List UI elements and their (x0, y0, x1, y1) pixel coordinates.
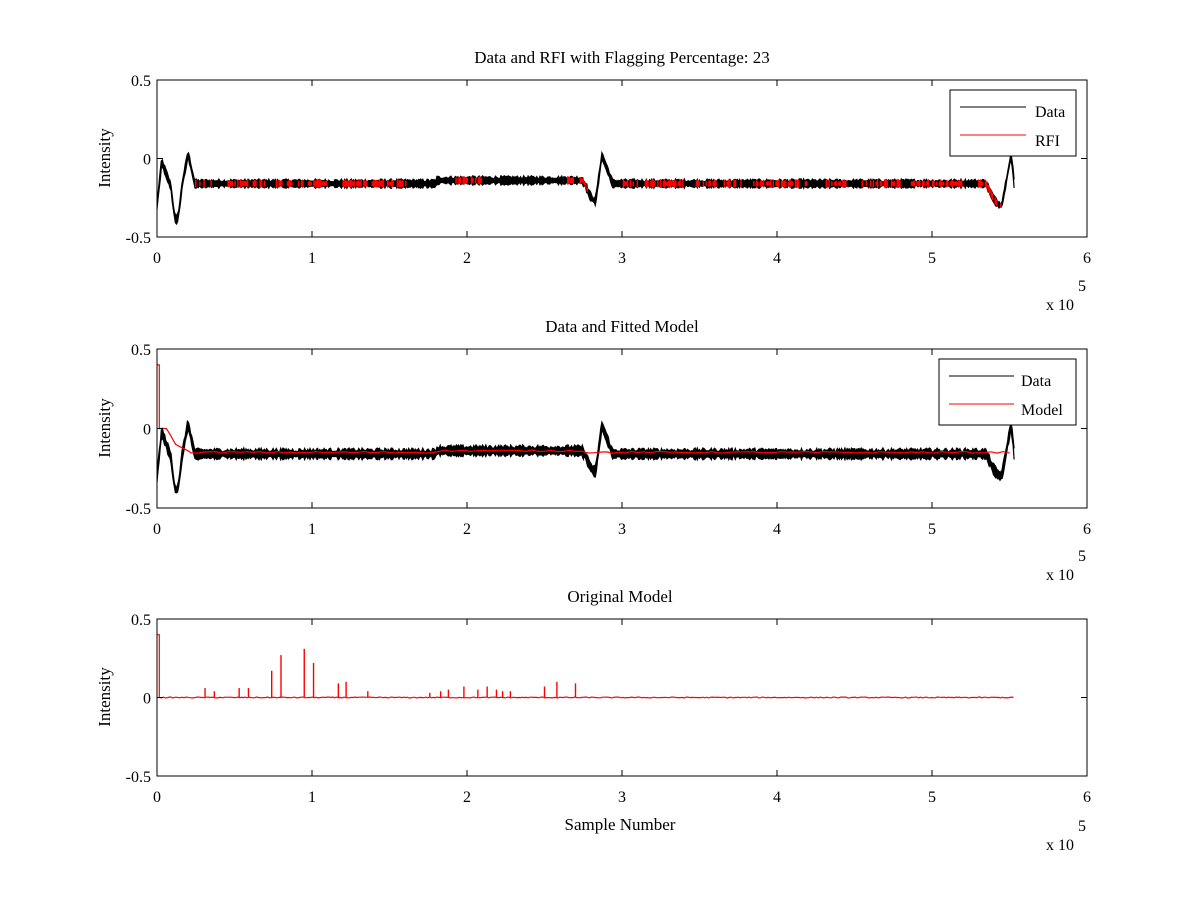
y-tick-label: 0 (143, 691, 151, 708)
series-rfi-segment (861, 179, 901, 188)
x-tick-label: 6 (1083, 789, 1091, 806)
panel-1-title: Data and RFI with Flagging Percentage: 2… (474, 48, 770, 67)
panel-3-x-multiplier: x 10 (1046, 837, 1074, 854)
panel-2-legend-box (938, 358, 1077, 426)
x-tick-label: 0 (153, 250, 161, 267)
panel-3-title: Original Model (567, 587, 673, 606)
panel-2-x-multiplier-exponent: 5 (1078, 548, 1086, 565)
series-rfi-segment (195, 179, 212, 188)
series-rfi-segment (695, 179, 742, 188)
y-tick-label: 0 (143, 152, 151, 169)
panel-1-legend: Data RFI (949, 89, 1077, 157)
x-tick-label: 1 (308, 250, 316, 267)
x-tick-label: 3 (618, 789, 626, 806)
series-original-model (157, 634, 1014, 699)
x-tick-label: 1 (308, 789, 316, 806)
y-tick-label: 0.5 (131, 73, 151, 90)
series-rfi-segment (342, 179, 407, 188)
legend-label-model: Model (1021, 402, 1063, 419)
panel-1-x-multiplier: x 10 (1046, 297, 1074, 314)
y-tick-label: -0.5 (126, 769, 151, 786)
y-tick-label: -0.5 (126, 230, 151, 247)
series-rfi-segment (977, 179, 1002, 208)
series-data-band (157, 421, 1015, 493)
legend-label-rfi: RFI (1035, 133, 1060, 150)
panel-3-axes-frame (156, 618, 1088, 777)
series-rfi-segment (567, 176, 589, 192)
panel-1-plot-area (156, 150, 1015, 226)
panel-3: Original Model Intensity 0 1 2 3 4 5 60.50-0.5… (95, 587, 1091, 854)
panel-1-axes-frame (156, 79, 1088, 238)
panel-2: Data and Fitted Model Intensity 0 1 2 3 4 5 6 0… (95, 317, 1091, 584)
x-tick-label: 2 (463, 521, 471, 538)
x-tick-label: 4 (773, 521, 781, 538)
panel-2-title: Data and Fitted Model (545, 317, 699, 336)
x-tick-label: 5 (928, 789, 936, 806)
x-tick-label: 6 (1083, 521, 1091, 538)
panel-1: Data and RFI with Flagging Percentage: 2… (95, 48, 1091, 314)
series-model (157, 364, 1010, 454)
series-rfi-segment (753, 179, 808, 188)
panel-3-ylabel: Intensity (95, 667, 114, 727)
panel-1-legend-box (949, 89, 1077, 157)
series-rfi-segment (455, 176, 483, 185)
panel-1-ylabel: Intensity (95, 128, 114, 188)
panel-3-x-multiplier-exponent: 5 (1078, 818, 1086, 835)
panel-2-legend: Data Model (938, 358, 1077, 426)
series-rfi-segment (644, 179, 684, 188)
series-rfi-segment (825, 179, 847, 188)
panel-2-axes-frame (156, 348, 1088, 509)
x-tick-label: 3 (618, 521, 626, 538)
legend-label-data-2: Data (1021, 373, 1051, 390)
panel-2-plot-area (156, 364, 1015, 494)
y-tick-label: 0 (143, 422, 151, 439)
x-tick-label: 6 (1083, 250, 1091, 267)
series-rfi-segment (910, 179, 963, 188)
panel-2-ylabel: Intensity (95, 398, 114, 458)
x-tick-label: 5 (928, 250, 936, 267)
panel-1-x-multiplier-exponent: 5 (1078, 278, 1086, 295)
series-rfi-segment (622, 179, 639, 188)
legend-label-data: Data (1035, 104, 1065, 121)
panel-2-x-multiplier: x 10 (1046, 567, 1074, 584)
x-tick-label: 5 (928, 521, 936, 538)
x-tick-label: 4 (773, 789, 781, 806)
y-tick-label: 0.5 (131, 612, 151, 629)
x-tick-label: 0 (153, 521, 161, 538)
panel-2-ticks: 0 1 2 3 4 5 60.50-0.5 (126, 342, 1091, 538)
y-tick-label: 0.5 (131, 342, 151, 359)
panel-3-plot-area (157, 634, 1014, 699)
y-tick-label: -0.5 (126, 501, 151, 518)
x-tick-label: 4 (773, 250, 781, 267)
x-tick-label: 2 (463, 250, 471, 267)
x-tick-label: 0 (153, 789, 161, 806)
series-rfi-segment (227, 179, 266, 188)
panel-3-xlabel: Sample Number (565, 815, 676, 834)
x-tick-label: 1 (308, 521, 316, 538)
panel-1-ticks: 0 1 2 3 4 5 60.50-0.5 (126, 73, 1091, 267)
x-tick-label: 2 (463, 789, 471, 806)
series-rfi-segment (275, 179, 328, 188)
x-tick-label: 3 (618, 250, 626, 267)
